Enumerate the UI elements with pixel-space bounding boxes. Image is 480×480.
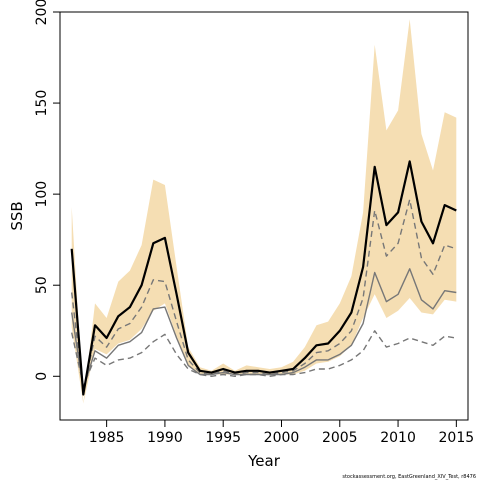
series-line-upper-dashed xyxy=(71,198,457,392)
series-line-lower-solid xyxy=(71,268,457,390)
x-tick-label: 1985 xyxy=(89,430,125,446)
y-axis: 0 50 100 150 200 xyxy=(34,0,60,381)
x-tick-label: 1990 xyxy=(147,430,183,446)
y-tick-label: 50 xyxy=(34,276,50,294)
x-tick-label: 1995 xyxy=(205,430,241,446)
y-tick-label: 100 xyxy=(34,181,50,208)
series-line-lower-dashed xyxy=(71,330,457,387)
y-tick-label: 150 xyxy=(34,90,50,117)
confidence-band xyxy=(71,19,457,404)
series-line-estimate xyxy=(70,160,457,396)
x-tick-label: 2015 xyxy=(439,430,475,446)
y-axis-title: SSB xyxy=(8,201,26,230)
series-lines xyxy=(70,160,457,396)
x-axis: 1985 1990 1995 2000 2005 2010 2015 xyxy=(89,420,474,446)
x-tick-label: 2010 xyxy=(380,430,416,446)
credit-text: stockassessment.org, EastGreenland_XIV_T… xyxy=(342,474,476,480)
y-tick-label: 200 xyxy=(34,0,50,25)
x-tick-label: 2000 xyxy=(264,430,300,446)
y-tick-label: 0 xyxy=(34,372,50,381)
x-axis-title: Year xyxy=(247,452,281,470)
plot-frame xyxy=(59,11,469,421)
x-tick-label: 2005 xyxy=(322,430,358,446)
confidence-band-area xyxy=(71,19,457,404)
